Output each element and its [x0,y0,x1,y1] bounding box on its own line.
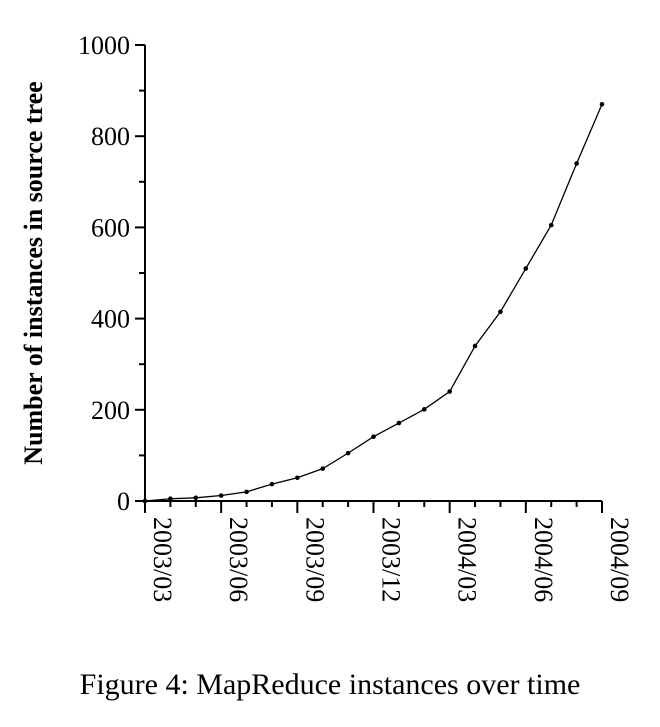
data-point [548,222,554,228]
x-tick-label: 2003/09 [300,517,329,602]
figure-caption: Figure 4: MapReduce instances over time [79,668,581,701]
data-point [168,496,173,502]
data-point [218,493,224,498]
data-points [142,101,605,504]
y-tick-label: 600 [91,213,130,242]
data-point [599,101,605,107]
data-point [371,434,376,440]
x-tick-label: 2004/09 [605,517,634,602]
data-point [447,389,452,394]
x-tick-label: 2003/12 [377,517,406,602]
y-tick-label: 1000 [78,31,130,60]
data-point [244,489,249,495]
y-tick-label: 800 [91,122,130,151]
series-line [144,104,603,502]
data-point [498,309,503,315]
data-point [142,498,148,504]
y-tick-label: 200 [91,396,130,425]
x-tick-label: 2004/03 [453,517,482,602]
data-point [421,407,427,412]
data-point [269,481,275,487]
y-axis-title: Number of instances in source tree [19,81,48,464]
data-point [193,495,199,501]
x-tick-label: 2004/06 [529,517,558,602]
ticks [135,44,603,513]
y-tick-label: 0 [117,487,130,516]
tick-labels: 0 200 400 600 800 1000 2003/03 2003/06 2003/09 20… [78,31,634,602]
data-point [320,466,326,471]
data-point [295,475,300,481]
axes [144,45,602,502]
x-tick-label: 2003/03 [148,517,177,602]
data-point [574,161,579,166]
data-point [396,420,402,426]
data-point [523,266,529,271]
x-tick-label: 2003/06 [224,517,253,602]
data-point [345,450,351,456]
y-tick-label: 400 [91,305,130,334]
series-line-path [144,104,603,502]
data-point [472,343,478,349]
